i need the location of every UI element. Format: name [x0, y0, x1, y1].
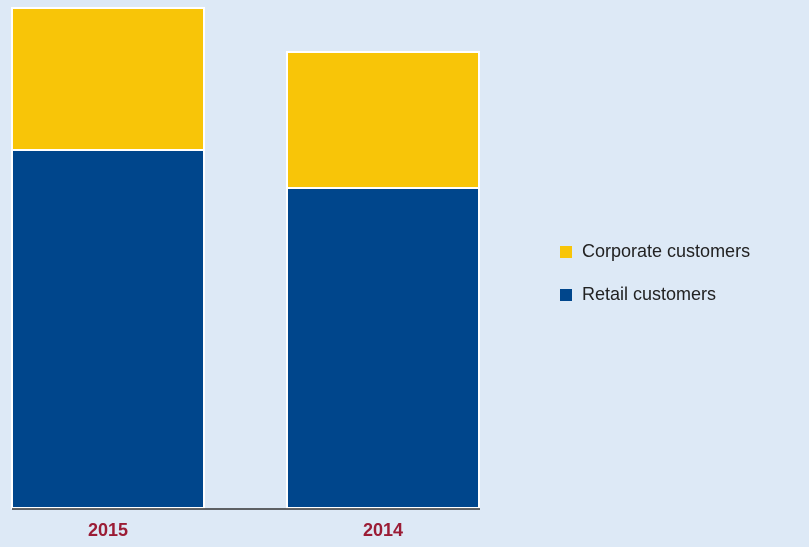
bar-segment: [286, 51, 480, 189]
x-tick-label: 2014: [363, 520, 403, 540]
bar-segment: [11, 7, 205, 151]
legend-swatch: [560, 289, 572, 301]
legend-label: Retail customers: [582, 284, 716, 304]
bar-segment: [11, 149, 205, 509]
legend-swatch: [560, 246, 572, 258]
legend-label: Corporate customers: [582, 241, 750, 261]
bar-segment: [286, 187, 480, 509]
x-tick-label: 2015: [88, 520, 128, 540]
